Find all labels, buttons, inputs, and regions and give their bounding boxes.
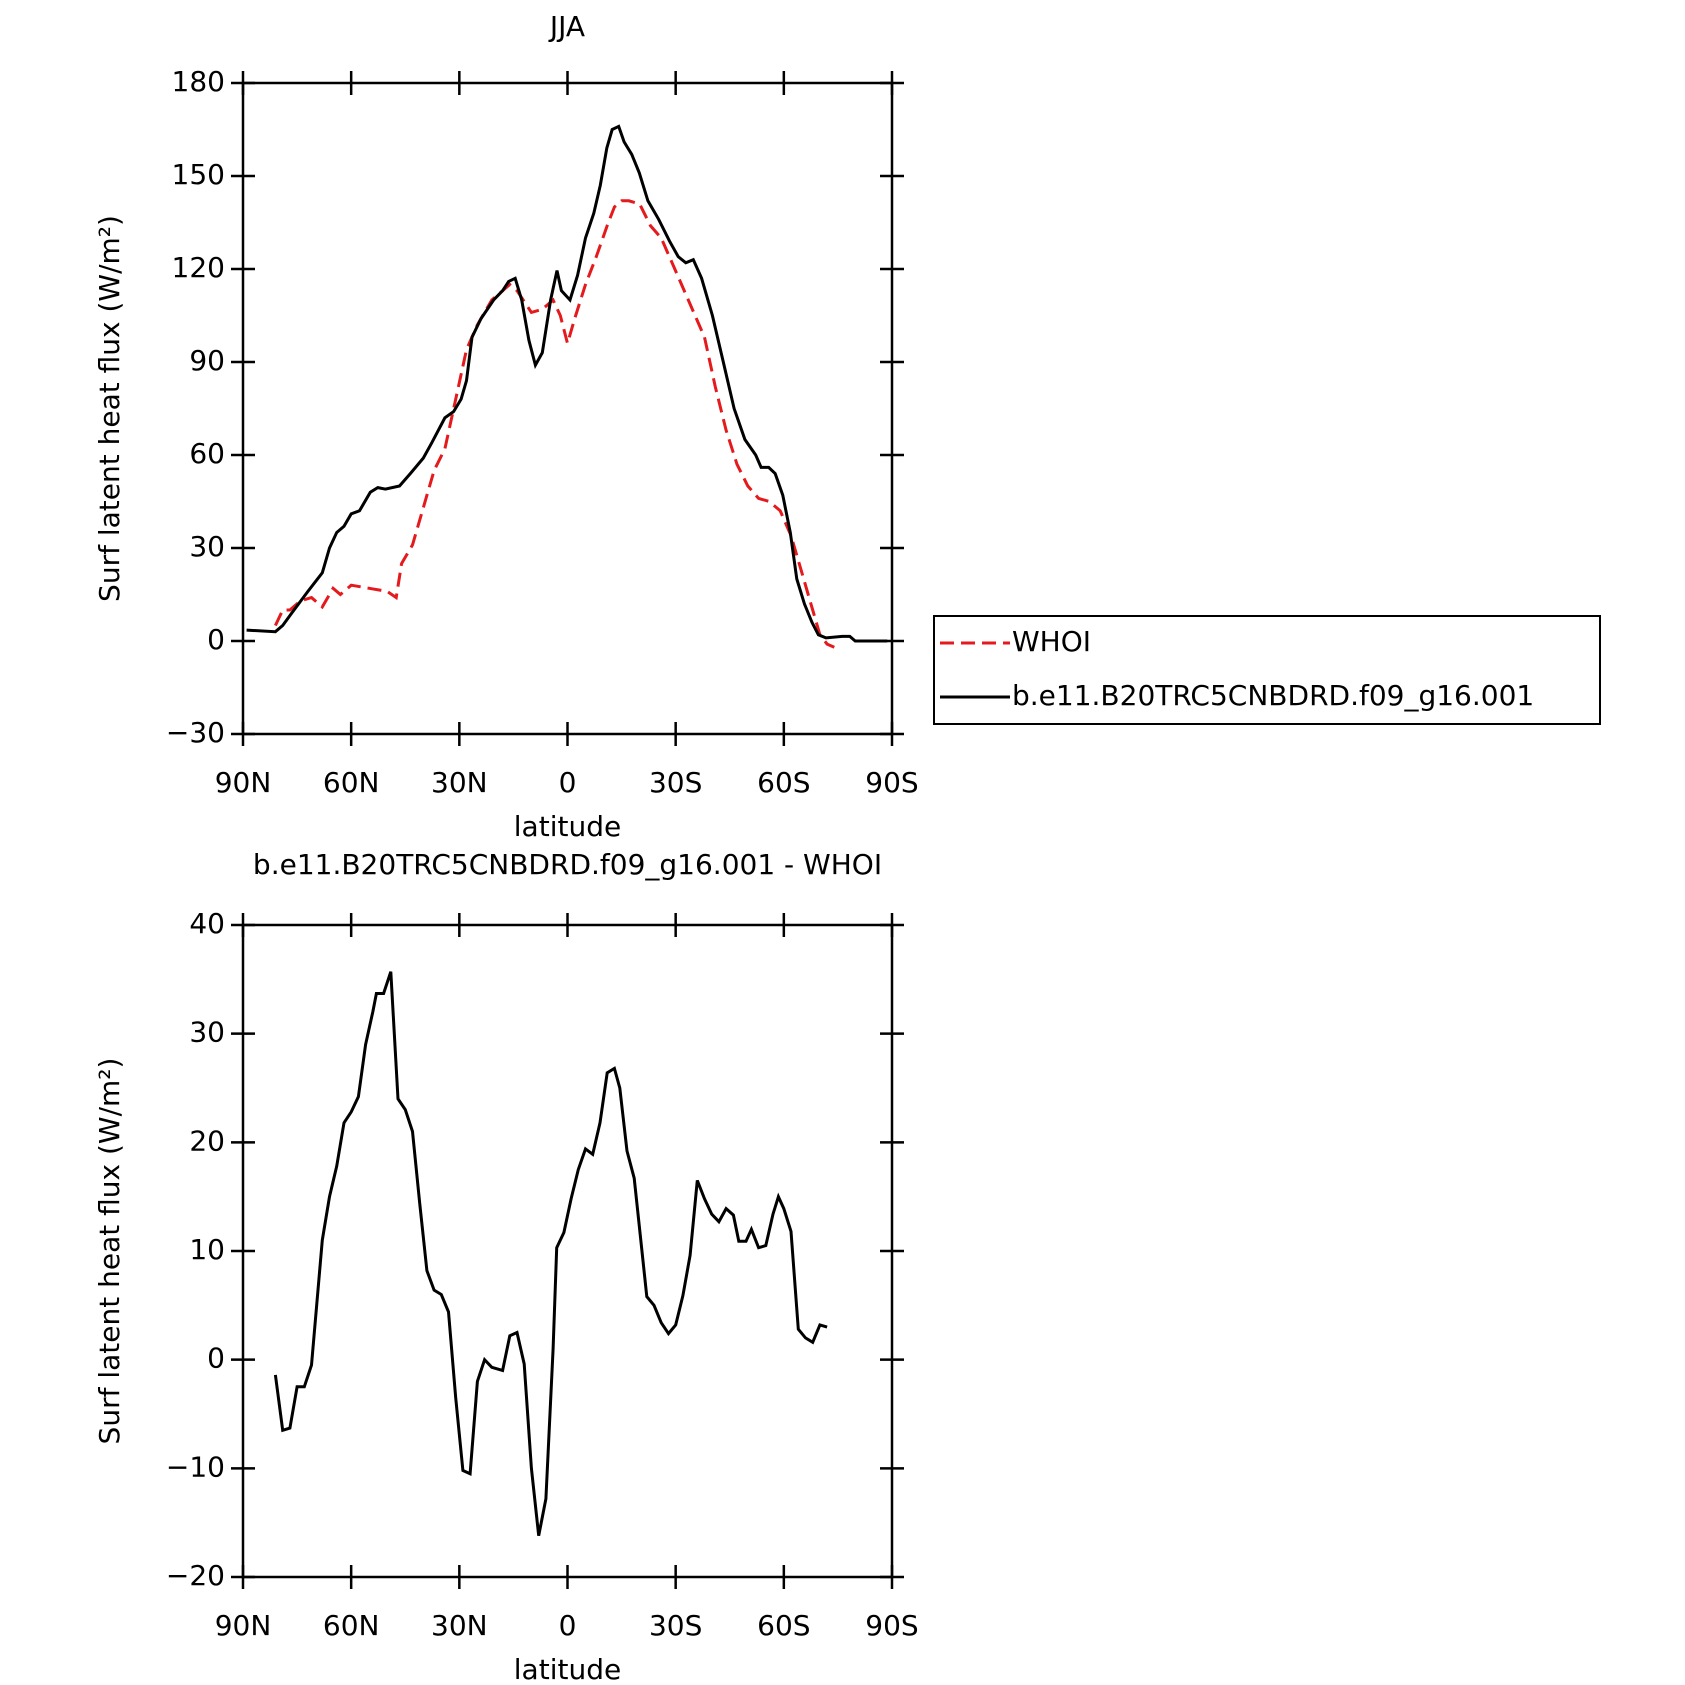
- y-axis-label: Surf latent heat flux (W/m²): [93, 1058, 126, 1445]
- x-tick-label: 30N: [431, 1609, 488, 1642]
- x-tick-label: 60N: [323, 1609, 380, 1642]
- x-tick-label: 30S: [649, 1609, 702, 1642]
- y-tick-label: 0: [207, 1342, 225, 1375]
- plot-frame: [241, 923, 894, 1579]
- y-tick-label: 20: [189, 1124, 225, 1157]
- x-tick-label: 60S: [757, 766, 810, 799]
- x-tick-label: 0: [559, 766, 577, 799]
- x-tick-label: 90N: [215, 1609, 272, 1642]
- y-tick-label: 40: [189, 907, 225, 940]
- x-tick-label: 60S: [757, 1609, 810, 1642]
- legend-label: b.e11.B20TRC5CNBDRD.f09_g16.001: [1012, 679, 1534, 712]
- y-tick-label: 180: [172, 65, 225, 98]
- y-tick-label: 120: [172, 251, 225, 284]
- x-tick-label: 0: [559, 1609, 577, 1642]
- x-tick-label: 90S: [865, 766, 918, 799]
- x-tick-label: 30N: [431, 766, 488, 799]
- x-tick-label: 90N: [215, 766, 272, 799]
- y-axis-label: Surf latent heat flux (W/m²): [93, 215, 126, 602]
- y-tick-label: 60: [189, 437, 225, 470]
- x-tick-label: 30S: [649, 766, 702, 799]
- x-axis-label: latitude: [514, 810, 621, 843]
- y-tick-label: 0: [207, 623, 225, 656]
- chart-title: b.e11.B20TRC5CNBDRD.f09_g16.001 - WHOI: [253, 848, 882, 881]
- x-tick-label: 90S: [865, 1609, 918, 1642]
- y-tick-label: 30: [189, 1016, 225, 1049]
- legend-label: WHOI: [1012, 625, 1091, 658]
- data-line: [273, 971, 828, 1536]
- y-tick-label: 10: [189, 1233, 225, 1266]
- y-tick-label: −30: [166, 716, 225, 749]
- x-axis-label: latitude: [514, 1653, 621, 1685]
- chart-title: JJA: [548, 10, 585, 43]
- legend-box: [933, 615, 1601, 725]
- y-tick-label: 90: [189, 344, 225, 377]
- y-tick-label: 150: [172, 158, 225, 191]
- y-tick-label: −10: [166, 1450, 225, 1483]
- x-tick-label: 60N: [323, 766, 380, 799]
- y-tick-label: 30: [189, 530, 225, 563]
- y-tick-label: −20: [166, 1559, 225, 1592]
- plot-frame: [241, 81, 894, 736]
- data-line: [274, 199, 835, 649]
- data-line: [246, 124, 888, 643]
